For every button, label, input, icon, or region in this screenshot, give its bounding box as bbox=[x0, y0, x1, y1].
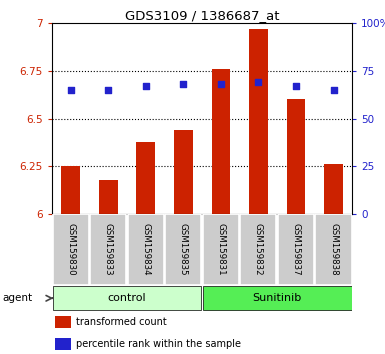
Bar bbox=[211, 69, 230, 214]
Bar bbox=[128, 214, 164, 285]
Bar bbox=[136, 142, 155, 214]
Text: agent: agent bbox=[2, 293, 32, 303]
Text: percentile rank within the sample: percentile rank within the sample bbox=[76, 339, 241, 349]
Bar bbox=[55, 316, 72, 328]
Text: GSM159833: GSM159833 bbox=[104, 223, 113, 276]
Bar bbox=[286, 99, 305, 214]
Text: GSM159837: GSM159837 bbox=[291, 223, 300, 276]
Point bbox=[218, 81, 224, 87]
Point bbox=[180, 81, 186, 87]
Text: Sunitinib: Sunitinib bbox=[253, 293, 302, 303]
Point bbox=[68, 87, 74, 93]
Text: GSM159832: GSM159832 bbox=[254, 223, 263, 276]
Bar bbox=[165, 214, 201, 285]
Bar bbox=[315, 214, 352, 285]
Bar bbox=[203, 286, 352, 310]
Bar bbox=[324, 165, 343, 214]
Bar bbox=[55, 338, 72, 350]
Title: GDS3109 / 1386687_at: GDS3109 / 1386687_at bbox=[125, 9, 280, 22]
Bar bbox=[53, 214, 89, 285]
Bar bbox=[278, 214, 314, 285]
Point bbox=[105, 87, 111, 93]
Bar bbox=[174, 130, 193, 214]
Bar bbox=[90, 214, 126, 285]
Point bbox=[293, 83, 299, 89]
Bar bbox=[53, 286, 201, 310]
Point bbox=[143, 83, 149, 89]
Text: GSM159835: GSM159835 bbox=[179, 223, 188, 276]
Bar bbox=[203, 214, 239, 285]
Bar bbox=[240, 214, 276, 285]
Text: GSM159834: GSM159834 bbox=[141, 223, 150, 276]
Text: control: control bbox=[108, 293, 146, 303]
Point bbox=[255, 79, 261, 85]
Bar bbox=[61, 166, 80, 214]
Text: GSM159831: GSM159831 bbox=[216, 223, 225, 276]
Text: GSM159838: GSM159838 bbox=[329, 223, 338, 276]
Point bbox=[330, 87, 336, 93]
Text: GSM159830: GSM159830 bbox=[66, 223, 75, 276]
Bar bbox=[99, 180, 118, 214]
Bar bbox=[249, 29, 268, 214]
Text: transformed count: transformed count bbox=[76, 317, 167, 327]
